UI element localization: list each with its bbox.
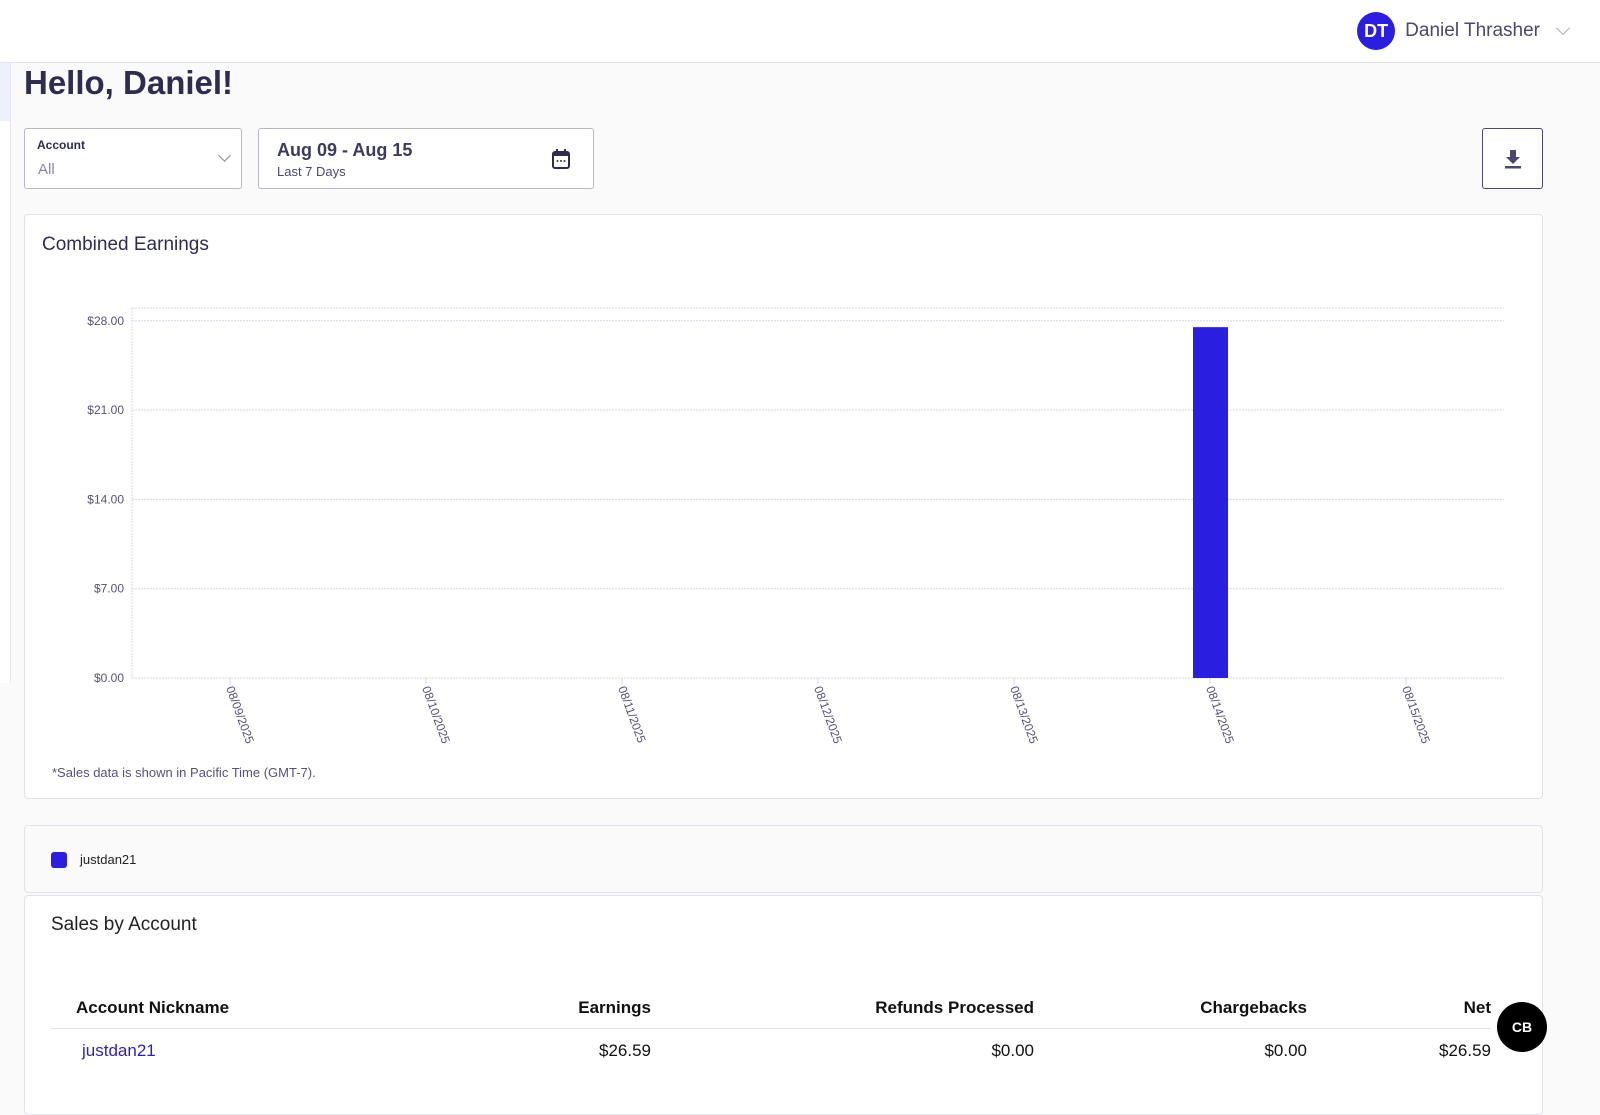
- chat-bubble-button[interactable]: CB: [1497, 1002, 1547, 1052]
- sales-title: Sales by Account: [51, 914, 197, 935]
- account-select[interactable]: Account All: [24, 128, 242, 189]
- download-button[interactable]: [1482, 128, 1543, 189]
- user-name: Daniel Thrasher: [1405, 20, 1540, 41]
- chevron-down-icon: [218, 149, 231, 162]
- x-tick-label: 08/09/2025: [223, 684, 257, 746]
- earnings-cell: $26.59: [599, 1041, 651, 1060]
- date-range-picker[interactable]: Aug 09 - Aug 15 Last 7 Days: [258, 128, 594, 189]
- date-range: Aug 09 - Aug 15: [277, 140, 413, 160]
- earnings-chart: $0.00 $7.00 $14.00 $21.00 $28.00 08/09/2025 08…: [87, 307, 1504, 746]
- x-tick-label: 08/13/2025: [1007, 684, 1041, 746]
- account-link[interactable]: justdan21: [82, 1041, 156, 1060]
- y-tick-label: $14.00: [87, 492, 124, 506]
- date-preset: Last 7 Days: [277, 164, 346, 179]
- x-tick-label: 08/15/2025: [1399, 684, 1433, 746]
- refunds-cell: $0.00: [991, 1041, 1034, 1060]
- account-value: All: [38, 161, 55, 178]
- sales-by-account-card: Sales by Account Account Nickname Earnin…: [24, 895, 1543, 1115]
- timezone-note: *Sales data is shown in Pacific Time (GM…: [52, 765, 316, 780]
- y-tick-label: $0.00: [94, 671, 124, 685]
- account-label: Account: [37, 138, 85, 152]
- chargebacks-cell: $0.00: [1264, 1041, 1307, 1060]
- calendar-icon: [552, 149, 570, 169]
- top-bar: DT Daniel Thrasher: [0, 0, 1600, 63]
- sidebar-edge: [0, 63, 11, 683]
- x-tick-label: 08/12/2025: [811, 684, 845, 746]
- legend-label[interactable]: justdan21: [80, 852, 137, 867]
- col-net: Net: [1307, 994, 1491, 1029]
- y-tick-label: $28.00: [87, 314, 124, 328]
- net-cell: $26.59: [1439, 1041, 1491, 1060]
- chart-legend: justdan21: [24, 825, 1543, 893]
- x-tick-label: 08/14/2025: [1203, 684, 1237, 746]
- x-tick-label: 08/10/2025: [419, 684, 453, 746]
- bar: [1193, 327, 1228, 678]
- legend-swatch: [51, 852, 67, 868]
- table-row: justdan21 $26.59 $0.00 $0.00 $26.59: [51, 1029, 1491, 1074]
- sales-table: Account Nickname Earnings Refunds Proces…: [51, 994, 1491, 1073]
- col-account-nickname: Account Nickname: [51, 994, 381, 1029]
- page-title: Hello, Daniel!: [24, 64, 234, 101]
- col-refunds: Refunds Processed: [651, 994, 1034, 1029]
- user-menu[interactable]: DT Daniel Thrasher: [1357, 12, 1571, 50]
- download-icon: [1504, 149, 1521, 168]
- col-earnings: Earnings: [381, 994, 651, 1029]
- y-tick-label: $7.00: [94, 582, 124, 596]
- combined-earnings-card: Combined Earnings $0.00 $7.00 $14.00 $21.00…: [24, 214, 1543, 799]
- x-tick-label: 08/11/2025: [615, 684, 649, 745]
- col-chargebacks: Chargebacks: [1034, 994, 1307, 1029]
- y-tick-label: $21.00: [87, 403, 124, 417]
- chart-title: Combined Earnings: [42, 234, 209, 255]
- avatar: DT: [1357, 12, 1396, 50]
- chevron-down-icon: [1555, 20, 1571, 36]
